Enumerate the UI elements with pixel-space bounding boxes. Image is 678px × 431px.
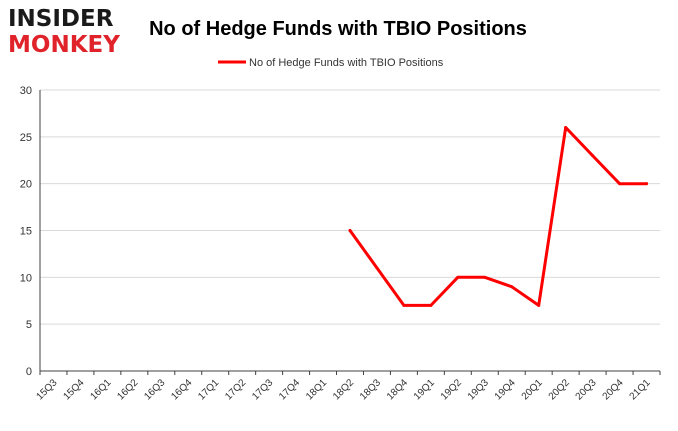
x-tick-label: 15Q3 <box>35 377 60 402</box>
y-tick-label: 25 <box>20 132 32 144</box>
x-tick-label: 20Q1 <box>520 377 545 402</box>
x-tick-label: 21Q1 <box>628 377 653 402</box>
data-point-19Q4 <box>510 285 514 289</box>
data-point-21Q1 <box>645 182 649 186</box>
x-tick-label: 19Q3 <box>466 377 491 402</box>
data-point-20Q2 <box>564 125 568 129</box>
data-point-19Q1 <box>429 303 433 307</box>
y-tick-label: 10 <box>20 272 32 284</box>
x-tick-label: 19Q4 <box>493 377 518 402</box>
data-point-18Q2 <box>348 229 352 232</box>
series-layer <box>348 125 649 307</box>
y-tick-label: 30 <box>20 85 32 97</box>
data-point-20Q1 <box>537 303 541 307</box>
x-tick-label: 17Q4 <box>277 377 302 402</box>
y-tick-label: 20 <box>20 179 32 191</box>
x-tick-label: 20Q3 <box>574 377 599 402</box>
chart-title: No of Hedge Funds with TBIO Positions <box>149 18 527 40</box>
logo-line2: MONKEY <box>8 32 120 58</box>
x-tick-label: 16Q1 <box>88 377 113 402</box>
insider-monkey-logo: INSIDER MONKEY <box>8 6 120 58</box>
x-tick-label: 16Q2 <box>115 377 140 402</box>
x-tick-label: 20Q4 <box>601 377 626 402</box>
logo-line1: INSIDER <box>8 6 114 32</box>
x-tick-label: 20Q2 <box>547 377 572 402</box>
data-point-19Q3 <box>483 275 487 279</box>
x-tick-label: 19Q2 <box>439 377 464 402</box>
y-tick-label: 15 <box>20 226 32 238</box>
x-tick-label: 15Q4 <box>61 377 86 402</box>
x-tick-label: 19Q1 <box>412 377 437 402</box>
legend-label: No of Hedge Funds with TBIO Positions <box>249 57 444 69</box>
data-point-18Q3 <box>375 266 379 270</box>
x-tick-label: 16Q4 <box>169 377 194 402</box>
x-tick-label: 18Q4 <box>385 377 410 402</box>
x-tick-label: 17Q1 <box>196 377 221 402</box>
x-tick-label: 17Q2 <box>223 377 248 402</box>
y-tick-label: 0 <box>26 366 32 378</box>
legend: No of Hedge Funds with TBIO Positions <box>218 57 444 69</box>
x-tick-label: 18Q2 <box>331 377 356 402</box>
data-point-20Q4 <box>618 182 622 186</box>
x-tick-label: 17Q3 <box>250 377 275 402</box>
y-tick-label: 5 <box>26 319 32 331</box>
series-line-0 <box>348 126 648 307</box>
data-point-19Q2 <box>456 275 460 279</box>
data-point-20Q3 <box>591 154 595 158</box>
x-tick-label: 18Q1 <box>304 377 329 402</box>
x-tick-label: 16Q3 <box>142 377 167 402</box>
data-point-18Q4 <box>402 303 406 307</box>
x-tick-label: 18Q3 <box>358 377 383 402</box>
